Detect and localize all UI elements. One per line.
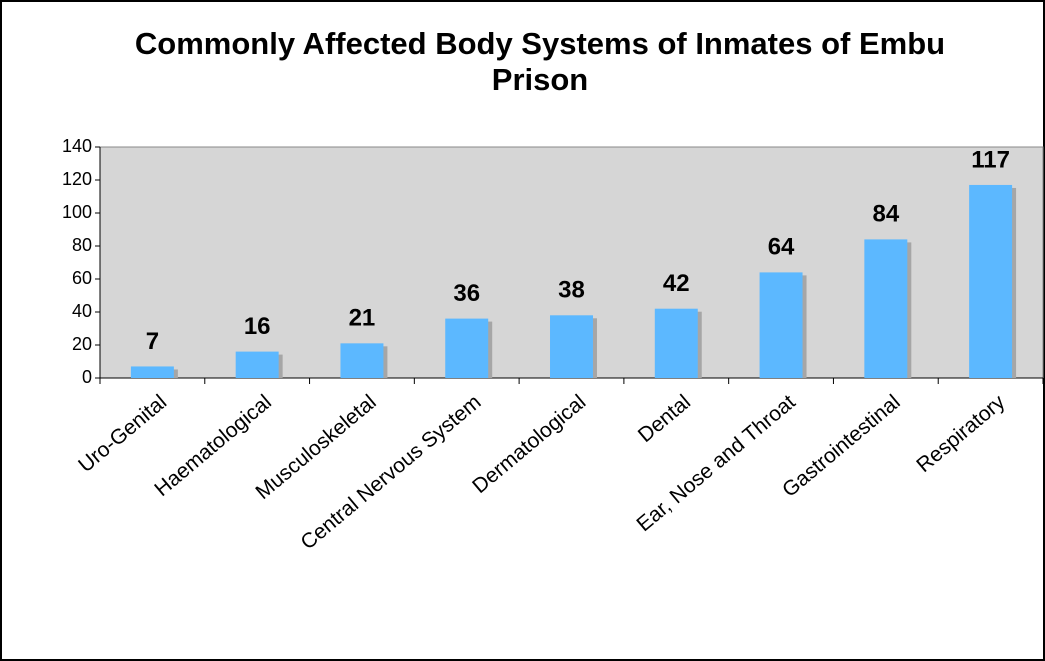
data-label: 117 [971, 146, 1010, 173]
y-tick-label: 100 [62, 202, 92, 222]
bar [759, 272, 803, 378]
bar [654, 308, 698, 378]
x-tick-label: Dental [634, 390, 695, 447]
data-label: 16 [244, 313, 271, 340]
data-label: 38 [558, 277, 585, 304]
bar [130, 366, 174, 378]
y-tick-label: 120 [62, 169, 92, 189]
y-tick-label: 0 [82, 367, 92, 387]
bar [864, 239, 908, 378]
y-tick-label: 40 [72, 301, 92, 321]
data-label: 21 [349, 305, 376, 332]
data-label: 84 [872, 201, 899, 228]
y-tick-label: 60 [72, 268, 92, 288]
data-label: 42 [663, 270, 690, 297]
x-tick-label: Central Nervous System [296, 390, 485, 554]
chart-title: Commonly Affected Body Systems of Inmate… [134, 26, 946, 97]
bar [235, 351, 279, 378]
x-tick-label: Respiratory [912, 390, 1009, 477]
bar [445, 318, 489, 378]
y-tick-label: 20 [72, 334, 92, 354]
y-tick-label: 80 [72, 235, 92, 255]
data-label: 64 [768, 234, 795, 261]
x-tick-label: Uro-Genital [74, 390, 171, 477]
data-label: 36 [453, 280, 480, 307]
bar [969, 184, 1013, 378]
bar [550, 315, 593, 378]
data-label: 7 [146, 328, 159, 355]
y-tick-label: 140 [62, 136, 92, 156]
x-tick-label: Dermatological [468, 390, 590, 498]
bar [340, 343, 384, 378]
